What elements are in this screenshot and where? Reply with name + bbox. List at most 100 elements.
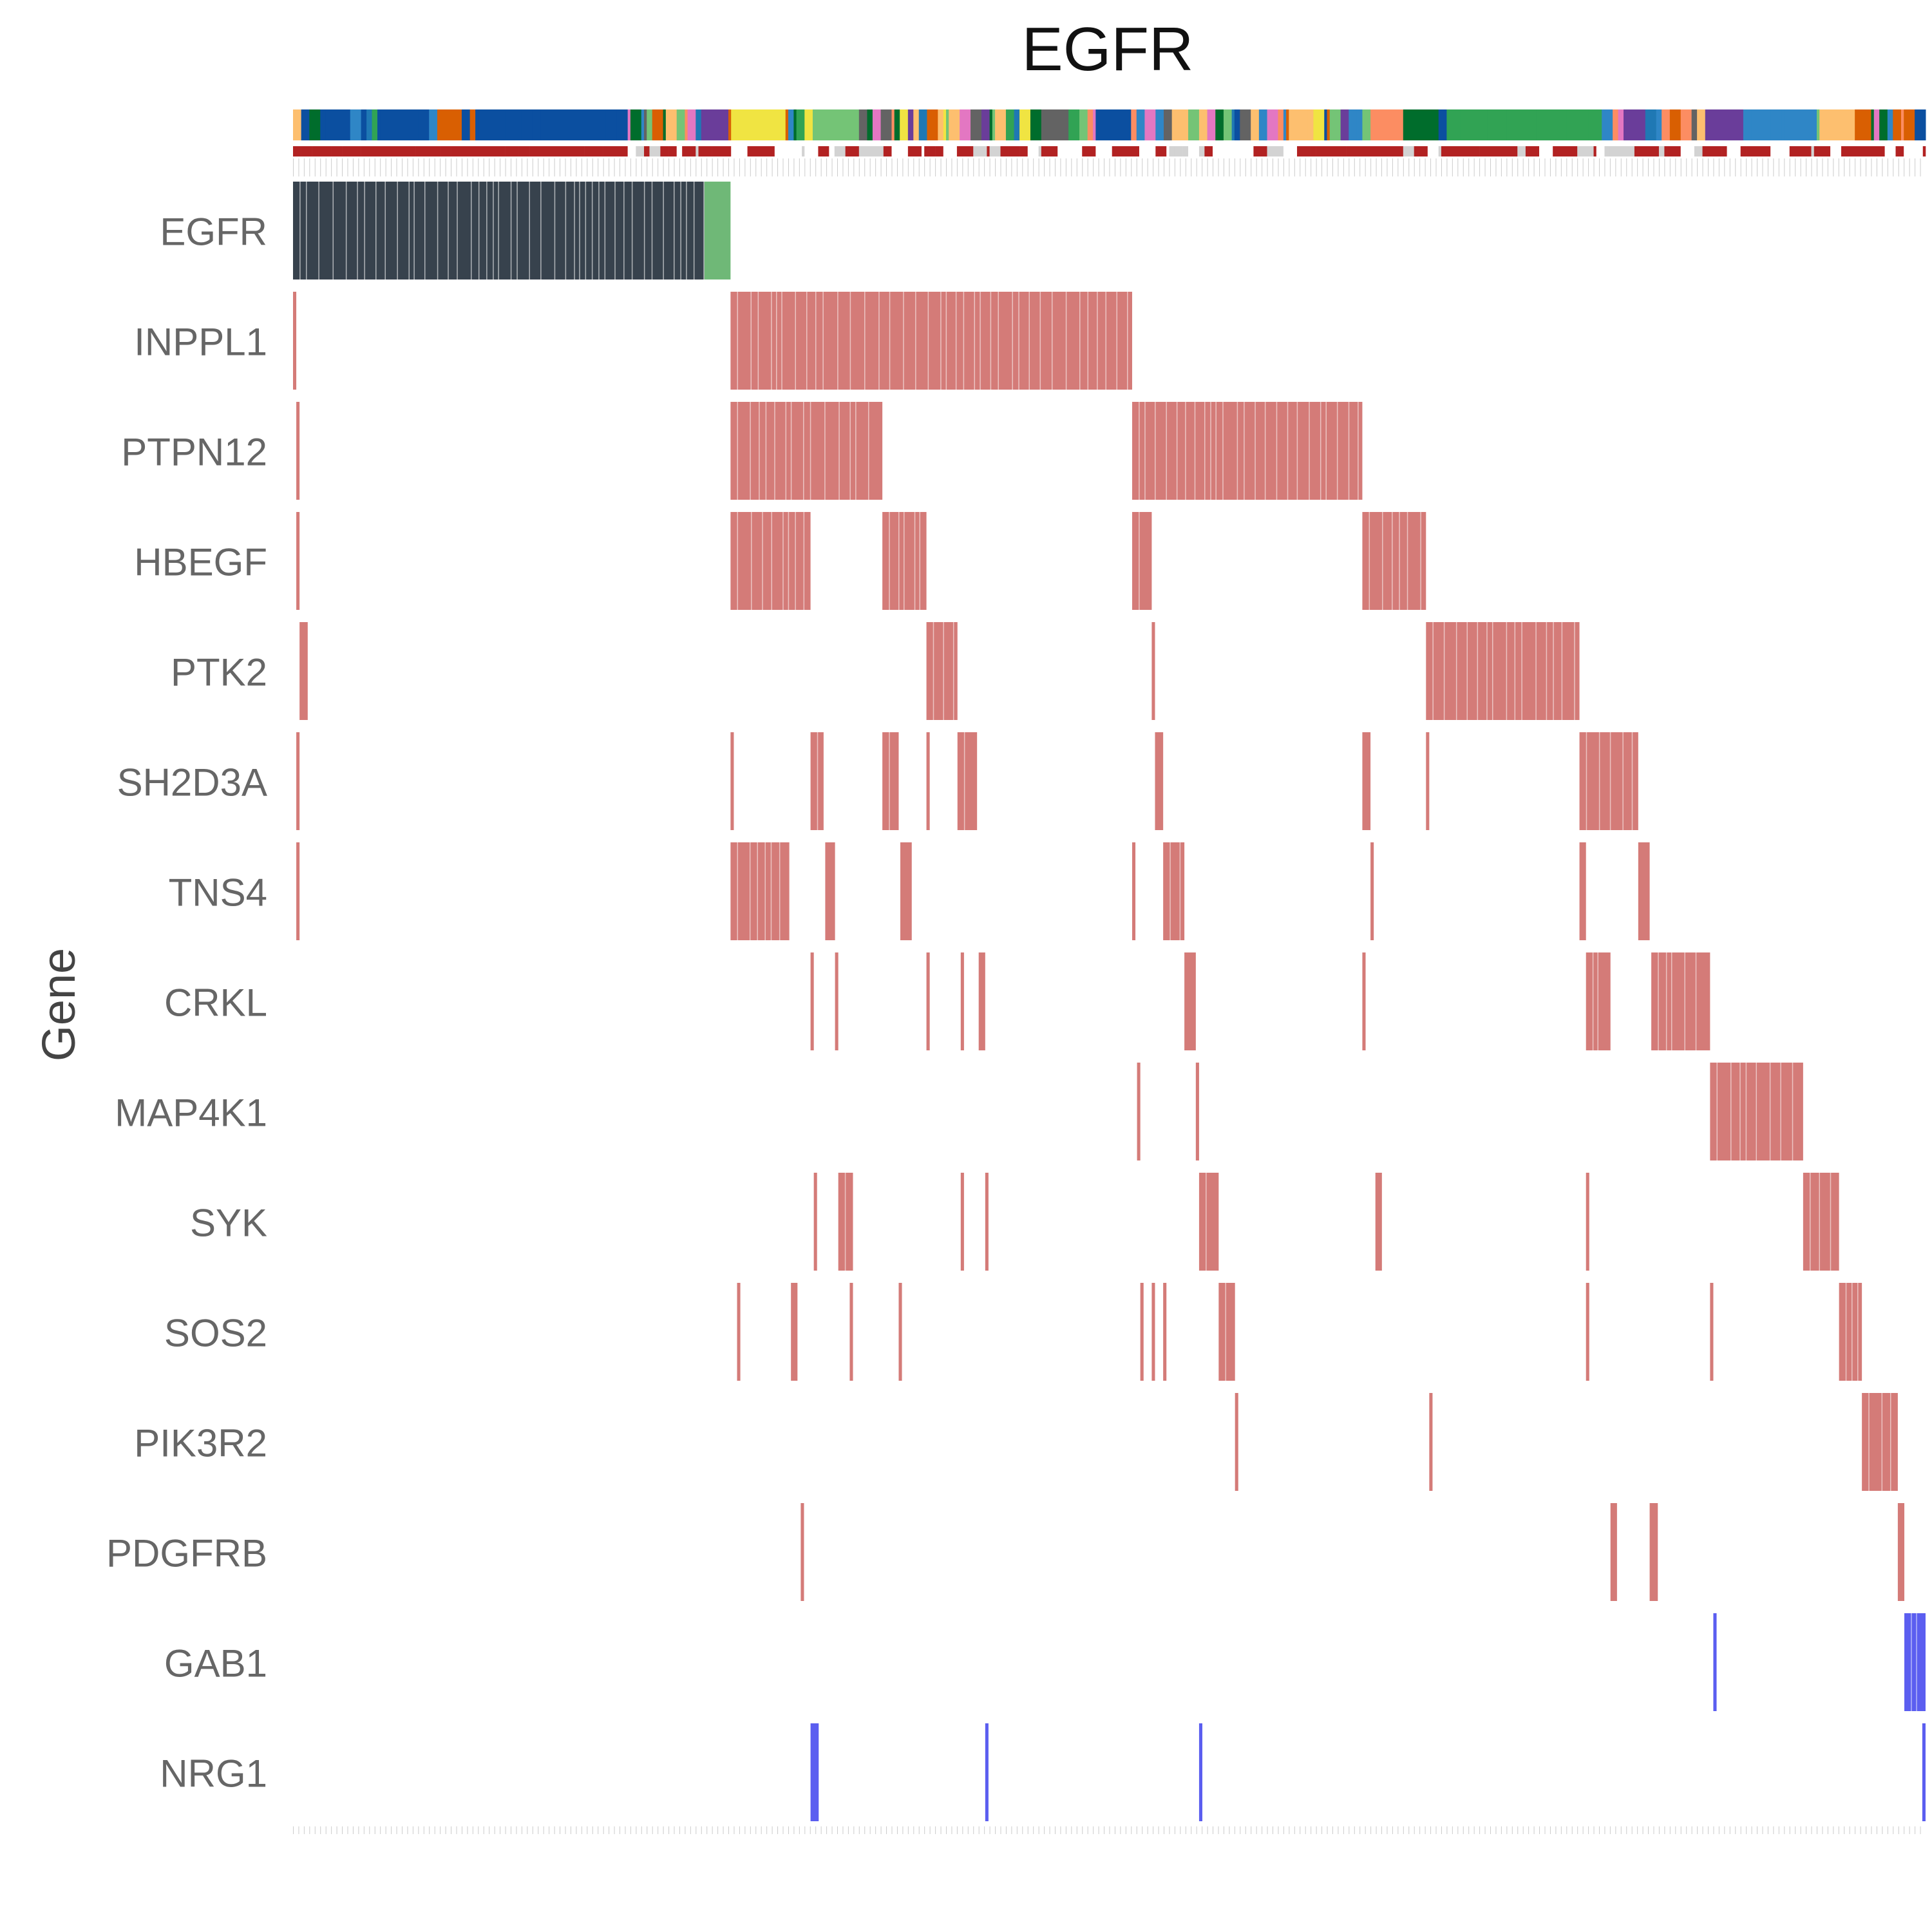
sample-divider bbox=[927, 292, 929, 390]
sample-tick bbox=[1490, 158, 1491, 176]
sample-divider bbox=[963, 732, 965, 830]
annotation-status-segment bbox=[461, 146, 473, 156]
sample-tick bbox=[1022, 158, 1023, 176]
annotation-status-segment bbox=[891, 146, 909, 156]
annotation-segment bbox=[1313, 109, 1325, 140]
annotation-segment bbox=[505, 109, 511, 140]
sample-tick bbox=[1305, 1826, 1306, 1834]
sample-tick bbox=[369, 158, 370, 176]
annotation-segment bbox=[1751, 109, 1771, 140]
sample-divider bbox=[1810, 1173, 1811, 1271]
sample-divider bbox=[940, 292, 942, 390]
sample-divider bbox=[803, 512, 805, 610]
annotation-status-segment bbox=[1019, 146, 1028, 156]
sample-tick bbox=[1370, 158, 1372, 176]
sample-divider bbox=[1455, 622, 1457, 720]
annotation-status-segment bbox=[1811, 146, 1815, 156]
annotation-status-segment bbox=[1139, 146, 1156, 156]
sample-tick bbox=[1746, 158, 1747, 176]
sample-divider bbox=[1792, 1063, 1794, 1160]
sample-divider bbox=[919, 512, 921, 610]
sample-tick bbox=[1511, 1826, 1513, 1834]
gene-row-mark bbox=[1132, 512, 1152, 610]
gene-row-mark bbox=[1579, 842, 1586, 940]
annotation-segment bbox=[894, 109, 900, 140]
annotation-status-segment bbox=[1311, 146, 1316, 156]
gene-row-mark bbox=[1163, 1283, 1167, 1381]
sample-tick bbox=[363, 1826, 365, 1834]
sample-tick bbox=[1517, 158, 1519, 176]
sample-tick bbox=[320, 1826, 321, 1834]
sample-tick bbox=[1533, 1826, 1535, 1834]
sample-divider bbox=[1716, 1063, 1718, 1160]
sample-tick bbox=[1060, 1826, 1061, 1834]
sample-tick bbox=[1332, 158, 1333, 176]
gene-row-mark bbox=[1198, 1173, 1219, 1271]
annotation-segment bbox=[1068, 109, 1080, 140]
sample-tick bbox=[1435, 1826, 1437, 1834]
annotation-segment bbox=[665, 109, 677, 140]
annotation-segment bbox=[469, 109, 476, 140]
sample-tick bbox=[723, 1826, 724, 1834]
annotation-status-segment bbox=[1862, 146, 1875, 156]
annotation-status-segment bbox=[1814, 146, 1831, 156]
sample-tick bbox=[1354, 1826, 1355, 1834]
annotation-status-segment bbox=[1457, 146, 1469, 156]
sample-tick bbox=[804, 1826, 806, 1834]
sample-divider bbox=[849, 402, 851, 500]
annotation-segment bbox=[1662, 109, 1671, 140]
sample-divider bbox=[1406, 512, 1408, 610]
gene-row-mark bbox=[825, 842, 835, 940]
sample-divider bbox=[1236, 402, 1238, 500]
annotation-status-segment bbox=[1667, 146, 1671, 156]
annotation-segment bbox=[1155, 109, 1164, 140]
annotation-segment bbox=[1188, 109, 1200, 140]
sample-tick bbox=[842, 158, 844, 176]
sample-divider bbox=[1420, 512, 1421, 610]
sample-divider bbox=[1561, 622, 1563, 720]
sample-tick bbox=[1452, 1826, 1453, 1834]
annotation-status-segment bbox=[584, 146, 601, 156]
sample-divider bbox=[1348, 402, 1350, 500]
sample-tick bbox=[1408, 1826, 1410, 1834]
sample-tick bbox=[1735, 158, 1736, 176]
sample-tick bbox=[1267, 1826, 1268, 1834]
sample-divider bbox=[998, 292, 999, 390]
sample-tick bbox=[1544, 158, 1546, 176]
sample-tick bbox=[766, 158, 768, 176]
sample-divider bbox=[1492, 622, 1493, 720]
annotation-status-segment bbox=[834, 146, 846, 156]
gene-row-mark bbox=[810, 1723, 819, 1821]
sample-divider bbox=[1443, 622, 1445, 720]
gene-row-mark bbox=[1235, 1393, 1238, 1491]
annotation-segment bbox=[652, 109, 664, 140]
sample-tick bbox=[978, 158, 980, 176]
annotation-status-segment bbox=[644, 146, 650, 156]
annotation-status-segment bbox=[924, 146, 936, 156]
annotation-segment bbox=[1095, 109, 1132, 140]
sample-tick bbox=[1256, 158, 1257, 176]
sample-tick bbox=[1675, 1826, 1676, 1834]
gene-row-mark bbox=[1195, 1063, 1199, 1160]
sample-divider bbox=[1592, 952, 1594, 1050]
gene-row-mark bbox=[296, 842, 300, 940]
annotation-status-segment bbox=[603, 146, 620, 156]
sample-tick bbox=[358, 1826, 359, 1834]
sample-divider bbox=[1868, 1393, 1870, 1491]
annotation-segment bbox=[913, 109, 920, 140]
annotation-segment bbox=[1136, 109, 1145, 140]
sample-divider bbox=[1631, 732, 1633, 830]
sample-tick bbox=[777, 158, 779, 176]
sample-divider bbox=[1586, 732, 1587, 830]
sample-tick bbox=[554, 1826, 555, 1834]
annotation-status-segment bbox=[625, 146, 628, 156]
sample-divider bbox=[1881, 1393, 1883, 1491]
annotation-segment bbox=[1887, 109, 1893, 140]
annotation-status-segment bbox=[489, 146, 506, 156]
annotation-status-segment bbox=[472, 146, 489, 156]
sample-tick bbox=[1615, 1826, 1616, 1834]
annotation-status-segment bbox=[1229, 146, 1238, 156]
annotation-status-segment bbox=[1740, 146, 1747, 156]
sample-tick bbox=[352, 158, 354, 176]
annotation-status-segment bbox=[334, 146, 343, 156]
